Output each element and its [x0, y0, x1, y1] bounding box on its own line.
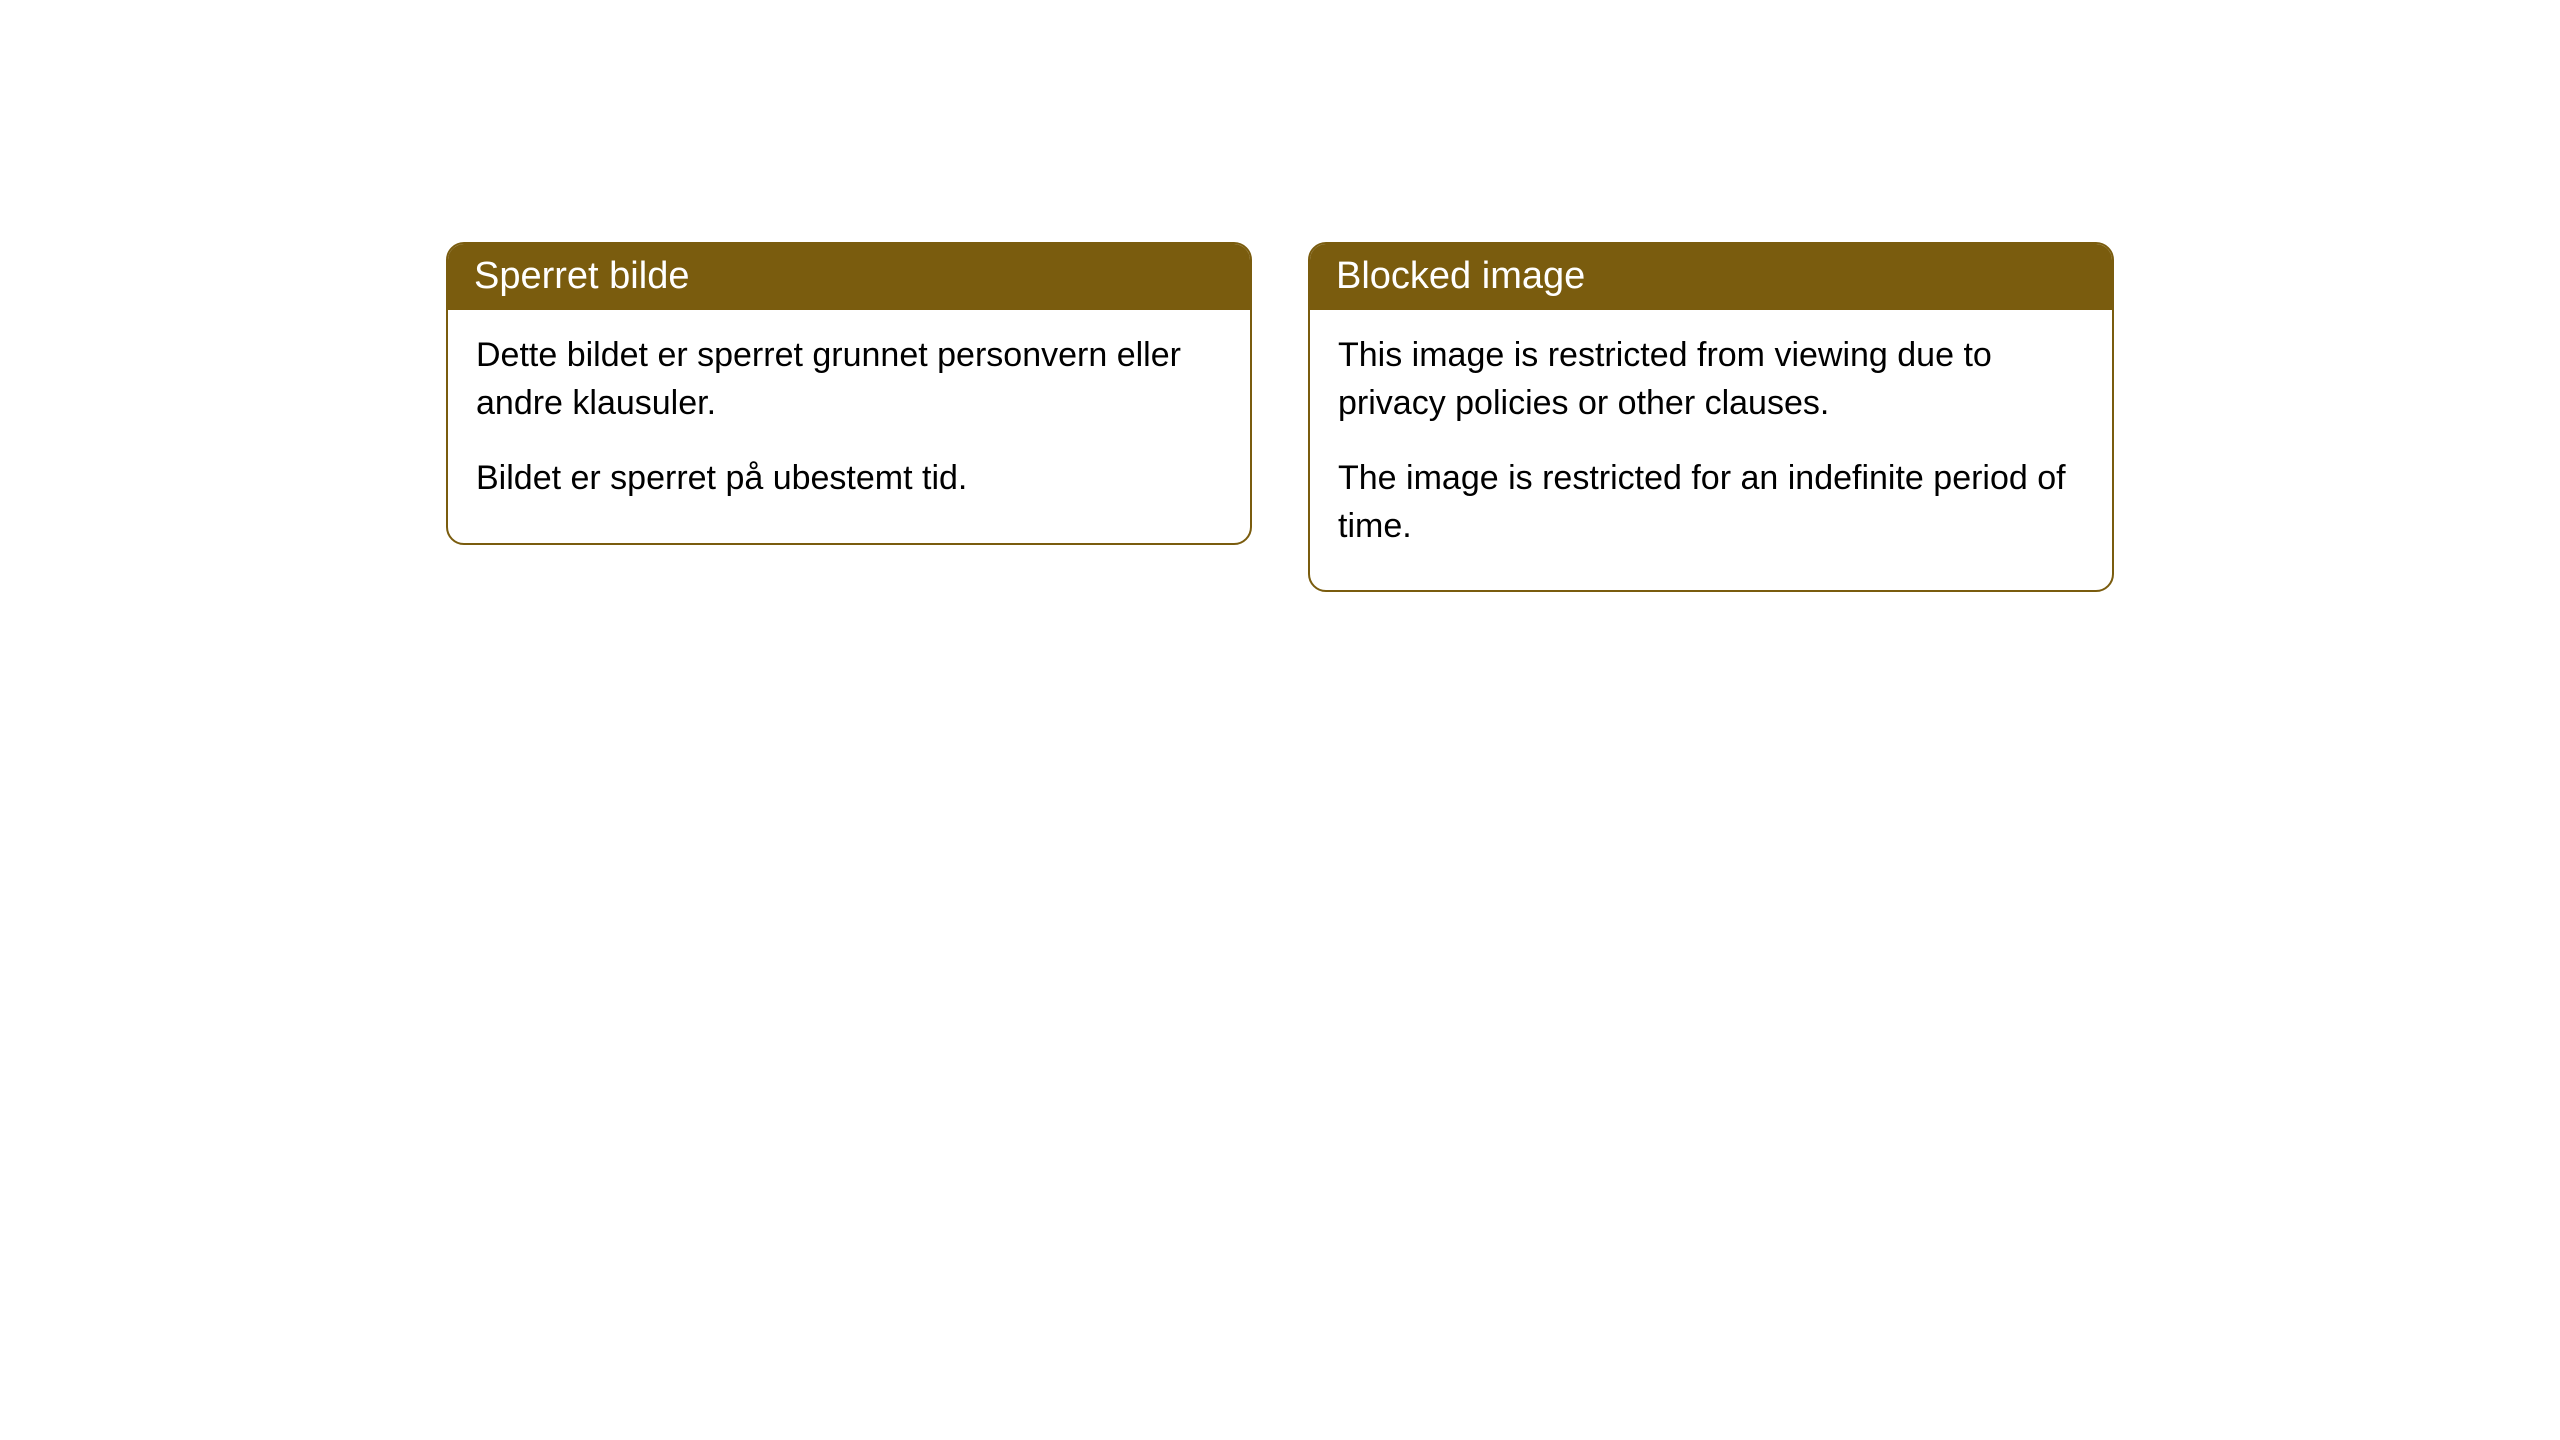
card-paragraph: This image is restricted from viewing du…	[1338, 332, 2084, 427]
blocked-image-card-norwegian: Sperret bilde Dette bildet er sperret gr…	[446, 242, 1252, 545]
card-body: This image is restricted from viewing du…	[1310, 310, 2112, 590]
card-body: Dette bildet er sperret grunnet personve…	[448, 310, 1250, 543]
card-paragraph: The image is restricted for an indefinit…	[1338, 455, 2084, 550]
card-paragraph: Dette bildet er sperret grunnet personve…	[476, 332, 1222, 427]
card-title: Sperret bilde	[474, 255, 689, 297]
card-header: Sperret bilde	[448, 244, 1250, 310]
card-header: Blocked image	[1310, 244, 2112, 310]
card-title: Blocked image	[1336, 255, 1585, 297]
card-paragraph: Bildet er sperret på ubestemt tid.	[476, 455, 1222, 503]
blocked-image-card-english: Blocked image This image is restricted f…	[1308, 242, 2114, 592]
